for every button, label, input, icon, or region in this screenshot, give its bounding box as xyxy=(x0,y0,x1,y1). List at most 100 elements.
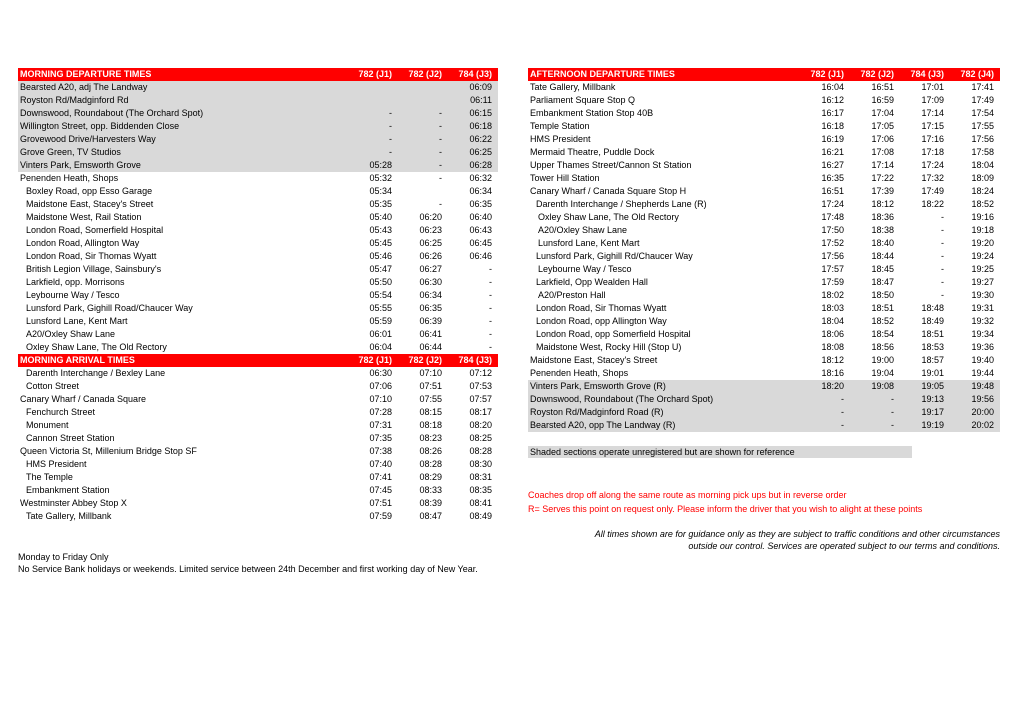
table-row: Tate Gallery, Millbank07:5908:4708:49 xyxy=(18,510,498,523)
time-cell: 18:45 xyxy=(850,263,900,276)
time-cell: 18:52 xyxy=(850,315,900,328)
table-row: Downswood, Roundabout (The Orchard Spot)… xyxy=(18,107,498,120)
table-row: Vinters Park, Emsworth Grove (R)18:2019:… xyxy=(528,380,1000,393)
time-cell: 17:24 xyxy=(800,198,850,211)
header-col: 782 (J2) xyxy=(850,68,900,81)
table-row: London Road, opp Allington Way18:0418:52… xyxy=(528,315,1000,328)
time-cell: 16:18 xyxy=(800,120,850,133)
time-cell: 18:08 xyxy=(800,341,850,354)
table-row: British Legion Village, Sainsbury's05:47… xyxy=(18,263,498,276)
time-cell: 16:17 xyxy=(800,107,850,120)
time-cell: 19:08 xyxy=(850,380,900,393)
time-cell: 06:26 xyxy=(398,250,448,263)
table-row: London Road, Sir Thomas Wyatt18:0318:511… xyxy=(528,302,1000,315)
stop-name: Grovewood Drive/Harvesters Way xyxy=(18,133,348,146)
stop-name: Tower Hill Station xyxy=(528,172,800,185)
time-cell: 06:20 xyxy=(398,211,448,224)
stop-name: Lunsford Lane, Kent Mart xyxy=(528,237,800,250)
time-cell: 16:04 xyxy=(800,81,850,94)
table-row: Willington Street, opp. Biddenden Close-… xyxy=(18,120,498,133)
time-cell: 08:25 xyxy=(448,432,498,445)
stop-name: London Road, opp Somerfield Hospital xyxy=(528,328,800,341)
time-cell: 08:26 xyxy=(398,445,448,458)
header-col: 782 (J1) xyxy=(800,68,850,81)
time-cell: 08:35 xyxy=(448,484,498,497)
time-cell: 18:54 xyxy=(850,328,900,341)
time-cell: 17:06 xyxy=(850,133,900,146)
time-cell: 18:51 xyxy=(900,328,950,341)
stop-name: A20/Preston Hall xyxy=(528,289,800,302)
time-cell: - xyxy=(348,107,398,120)
time-cell: - xyxy=(398,159,448,172)
time-cell: 06:23 xyxy=(398,224,448,237)
time-cell: 18:47 xyxy=(850,276,900,289)
table-row: London Road, Allington Way05:4506:2506:4… xyxy=(18,237,498,250)
time-cell: 19:34 xyxy=(950,328,1000,341)
table-row: Bearsted A20, opp The Landway (R)--19:19… xyxy=(528,419,1000,432)
time-cell: 07:35 xyxy=(348,432,398,445)
time-cell: 17:58 xyxy=(950,146,1000,159)
stop-name: Temple Station xyxy=(528,120,800,133)
left-column: MORNING DEPARTURE TIMES782 (J1)782 (J2)7… xyxy=(18,68,498,575)
stop-name: Lunsford Park, Gighill Road/Chaucer Way xyxy=(18,302,348,315)
time-cell: 06:25 xyxy=(398,237,448,250)
time-cell: - xyxy=(398,198,448,211)
time-cell: 06:44 xyxy=(398,341,448,354)
time-cell: 07:06 xyxy=(348,380,398,393)
stop-name: London Road, Sir Thomas Wyatt xyxy=(528,302,800,315)
time-cell: 06:41 xyxy=(398,328,448,341)
time-cell: 17:01 xyxy=(900,81,950,94)
time-cell: 19:20 xyxy=(950,237,1000,250)
time-cell: 17:49 xyxy=(950,94,1000,107)
time-cell: - xyxy=(850,393,900,406)
time-cell: 05:32 xyxy=(348,172,398,185)
time-cell: 07:45 xyxy=(348,484,398,497)
time-cell: 17:09 xyxy=(900,94,950,107)
header-col: 784 (J3) xyxy=(448,354,498,367)
time-cell: 18:03 xyxy=(800,302,850,315)
time-cell: 18:52 xyxy=(950,198,1000,211)
time-cell: 17:57 xyxy=(800,263,850,276)
stop-name: Penenden Heath, Shops xyxy=(18,172,348,185)
stop-name: The Temple xyxy=(18,471,348,484)
time-cell: 07:12 xyxy=(448,367,498,380)
header-col: 782 (J4) xyxy=(950,68,1000,81)
time-cell: 08:47 xyxy=(398,510,448,523)
time-cell: 05:55 xyxy=(348,302,398,315)
time-cell: 07:41 xyxy=(348,471,398,484)
time-cell: 07:28 xyxy=(348,406,398,419)
time-cell: - xyxy=(398,146,448,159)
time-cell: 18:44 xyxy=(850,250,900,263)
time-cell: 08:20 xyxy=(448,419,498,432)
time-cell: 06:46 xyxy=(448,250,498,263)
stop-name: British Legion Village, Sainsbury's xyxy=(18,263,348,276)
time-cell: 18:12 xyxy=(850,198,900,211)
time-cell: - xyxy=(850,406,900,419)
time-cell: 05:47 xyxy=(348,263,398,276)
table-row: Lunsford Park, Gighill Rd/Chaucer Way17:… xyxy=(528,250,1000,263)
stop-name: Embankment Station xyxy=(18,484,348,497)
italics-line1: All times shown are for guidance only as… xyxy=(528,529,1000,541)
table-row: London Road, Somerfield Hospital05:4306:… xyxy=(18,224,498,237)
table-header-row: MORNING DEPARTURE TIMES782 (J1)782 (J2)7… xyxy=(18,68,498,81)
table-row: London Road, opp Somerfield Hospital18:0… xyxy=(528,328,1000,341)
time-cell: 17:54 xyxy=(950,107,1000,120)
table-row: Grovewood Drive/Harvesters Way--06:22 xyxy=(18,133,498,146)
stop-name: Penenden Heath, Shops xyxy=(528,367,800,380)
time-cell: 16:19 xyxy=(800,133,850,146)
time-cell: 19:19 xyxy=(900,419,950,432)
time-cell: 05:59 xyxy=(348,315,398,328)
table-row: Queen Victoria St, Millenium Bridge Stop… xyxy=(18,445,498,458)
time-cell: 19:18 xyxy=(950,224,1000,237)
morning-departure-table: MORNING DEPARTURE TIMES782 (J1)782 (J2)7… xyxy=(18,68,498,354)
time-cell: 19:44 xyxy=(950,367,1000,380)
stop-name: Lunsford Park, Gighill Rd/Chaucer Way xyxy=(528,250,800,263)
table-row: London Road, Sir Thomas Wyatt05:4606:260… xyxy=(18,250,498,263)
stop-name: Royston Rd/Madginford Road (R) xyxy=(528,406,800,419)
stop-name: Lunsford Lane, Kent Mart xyxy=(18,315,348,328)
time-cell: 06:15 xyxy=(448,107,498,120)
time-cell: 06:39 xyxy=(398,315,448,328)
time-cell: 19:01 xyxy=(900,367,950,380)
time-cell: 18:50 xyxy=(850,289,900,302)
time-cell: 17:55 xyxy=(950,120,1000,133)
